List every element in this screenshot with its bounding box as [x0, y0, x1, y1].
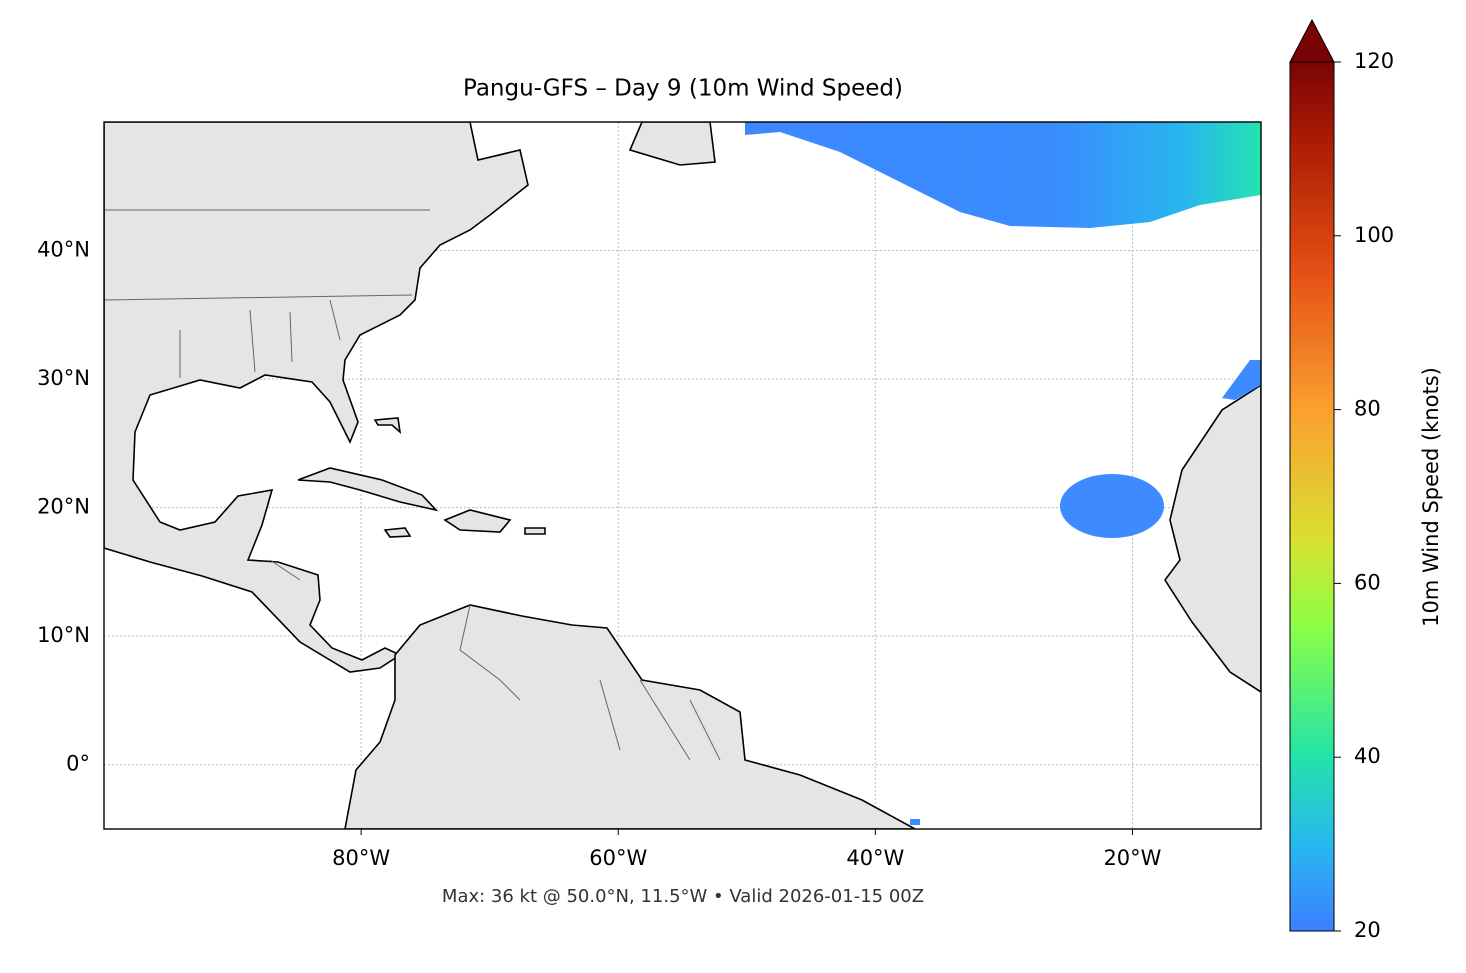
country-borders	[104, 209, 721, 761]
colorbar-tick-label: 40	[1354, 744, 1381, 768]
map-title: Pangu-GFS – Day 9 (10m Wind Speed)	[463, 76, 903, 102]
hispaniola	[443, 509, 512, 533]
cuba	[297, 467, 439, 512]
y-tick-label: 20°N	[37, 495, 90, 519]
newfoundland	[628, 122, 716, 166]
x-tick-label: 80°W	[332, 846, 390, 870]
colorbar-tick-label: 100	[1354, 223, 1394, 247]
bahamas	[373, 417, 402, 435]
y-tick-label: 40°N	[37, 238, 90, 262]
colorbar-tick-label: 80	[1354, 397, 1381, 421]
axis-ticks: 80°W 60°W 40°W 20°W 0° 10°N 20°N 30°N 40°N 20 40 60…	[37, 49, 1394, 942]
africa	[1164, 384, 1261, 693]
map-frame	[103, 121, 1262, 830]
wind-patch	[910, 819, 920, 825]
colorbar-tick-label: 20	[1354, 918, 1381, 942]
south-america	[344, 604, 916, 829]
wind-patch	[1222, 360, 1261, 400]
map-layer	[104, 122, 1261, 829]
wind-band	[745, 122, 1261, 228]
y-tick-label: 30°N	[37, 366, 90, 390]
wind-patch	[1060, 474, 1164, 538]
puerto-rico	[524, 527, 546, 535]
x-tick-label: 20°W	[1103, 846, 1161, 870]
colorbar-extend	[1289, 18, 1335, 63]
jamaica	[383, 527, 412, 538]
colorbar-tick-label: 60	[1354, 570, 1381, 594]
x-tick-label: 60°W	[589, 846, 647, 870]
y-tick-label: 10°N	[37, 623, 90, 647]
north-america	[104, 122, 529, 673]
colorbar-label: 10m Wind Speed (knots)	[1419, 367, 1443, 627]
colorbar-tick-label: 120	[1354, 49, 1394, 73]
colorbar	[1289, 61, 1335, 932]
x-tick-label: 40°W	[846, 846, 904, 870]
footer: Max: 36 kt @ 50.0°N, 11.5°W • Valid 2026…	[442, 886, 924, 907]
y-tick-label: 0°	[66, 752, 90, 776]
